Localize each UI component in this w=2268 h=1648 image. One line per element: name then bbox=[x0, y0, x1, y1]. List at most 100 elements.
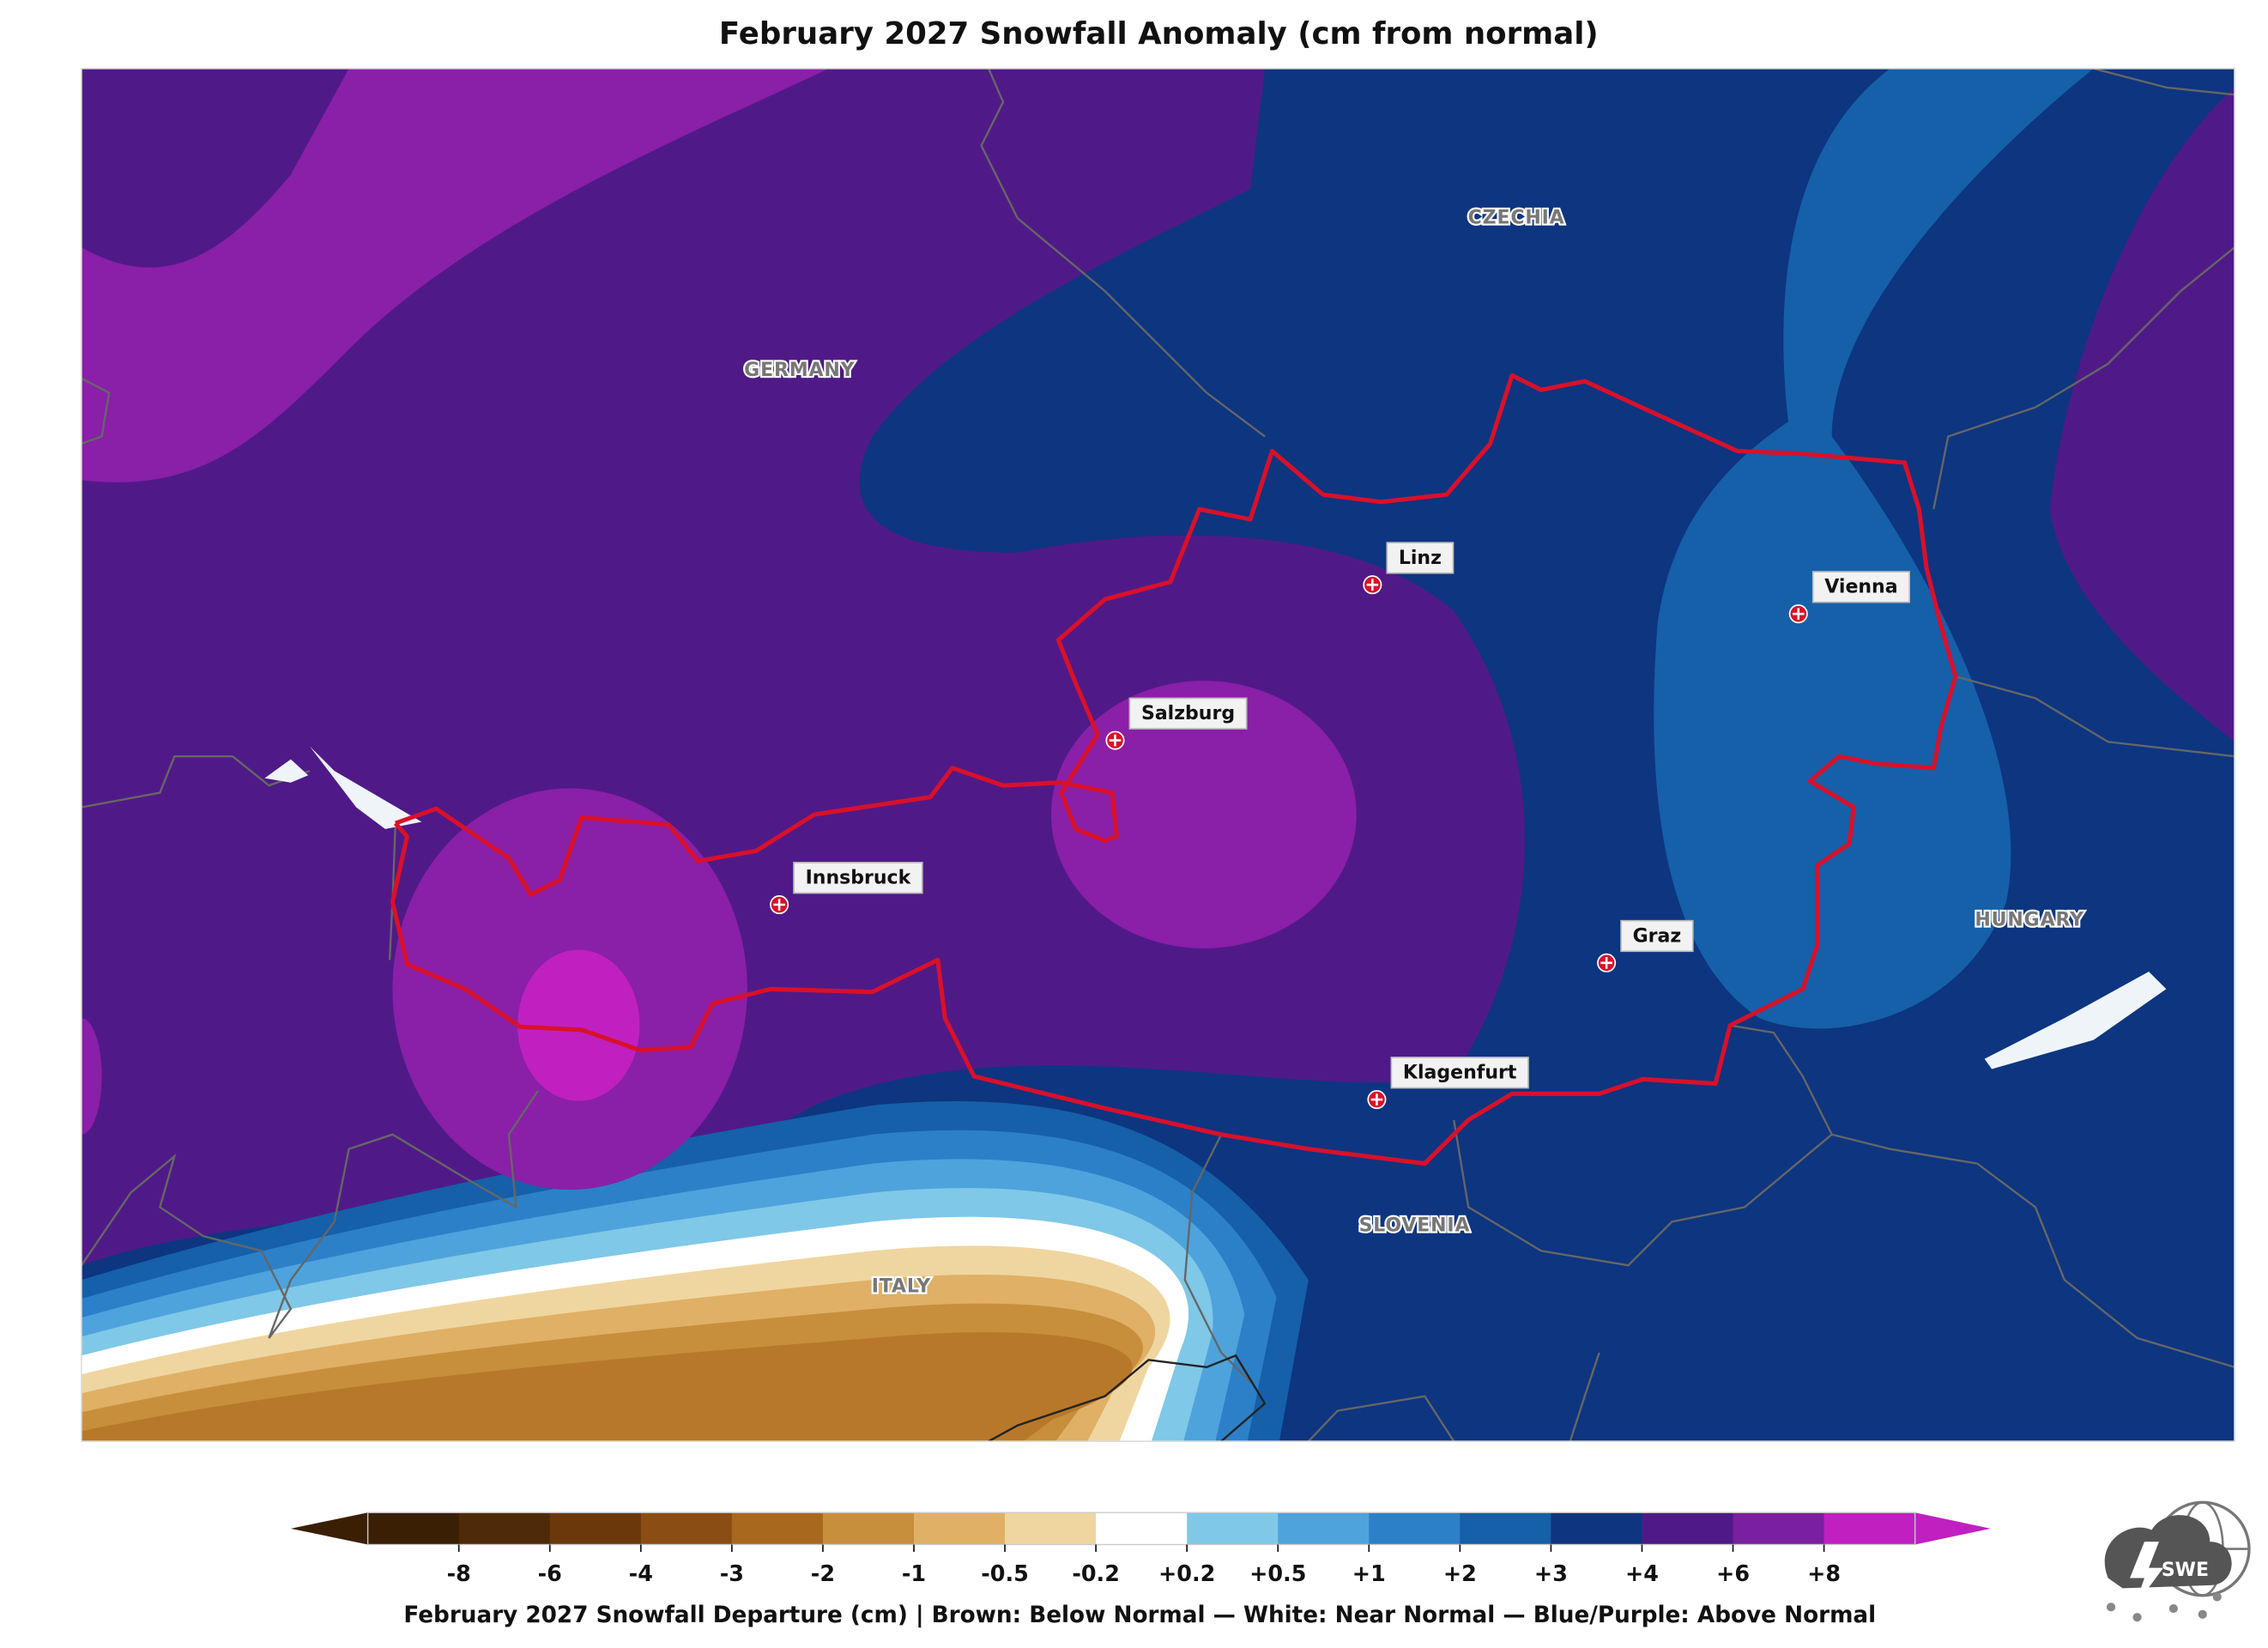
colorbar-tick-label: +0.2 bbox=[1158, 1560, 1215, 1586]
city-label-box bbox=[1390, 1057, 1529, 1089]
colorbar-extend bbox=[1914, 1512, 1991, 1545]
city-label: Salzburg bbox=[1141, 703, 1235, 724]
city-cross bbox=[773, 899, 785, 911]
city-label: Graz bbox=[1633, 925, 1682, 947]
border-line bbox=[1569, 1352, 1600, 1442]
colorbar-tick-label: -1 bbox=[902, 1560, 926, 1586]
border-line bbox=[2093, 68, 2235, 96]
city-label-box bbox=[1811, 571, 1911, 603]
colorbar-swatch bbox=[1551, 1512, 1643, 1545]
colorbar-tick-label: -2 bbox=[811, 1560, 835, 1586]
coastline bbox=[988, 1354, 1267, 1442]
flake bbox=[2132, 1613, 2142, 1622]
colorbar-tick-label: -4 bbox=[629, 1560, 653, 1586]
anomaly-contour bbox=[81, 68, 2235, 1442]
border-line bbox=[1955, 675, 2235, 758]
colorbar-tick-label: -0.2 bbox=[1072, 1560, 1120, 1586]
flake bbox=[2198, 1609, 2207, 1619]
border-line bbox=[1307, 1395, 1455, 1442]
logo-bolt bbox=[2130, 1542, 2164, 1608]
anomaly-contour bbox=[81, 1018, 102, 1135]
anomaly-contour bbox=[1050, 681, 1357, 948]
city-cross bbox=[1792, 608, 1805, 620]
colorbar-tick-label: +1 bbox=[1352, 1560, 1386, 1586]
anomaly-contour bbox=[81, 68, 829, 482]
colorbar-swatch bbox=[1096, 1512, 1188, 1545]
border-line bbox=[1453, 1119, 1833, 1267]
country-label: GERMANY bbox=[744, 360, 856, 381]
colorbar-swatch bbox=[1278, 1512, 1370, 1545]
flake bbox=[2106, 1603, 2116, 1612]
colorbar-tick-label: +3 bbox=[1534, 1560, 1568, 1586]
lake bbox=[309, 746, 422, 829]
austria-border bbox=[390, 373, 1958, 1166]
border-line bbox=[81, 1090, 539, 1339]
border-line bbox=[1183, 1134, 1251, 1383]
colorbar-swatch bbox=[1733, 1512, 1825, 1545]
colorbar-swatch bbox=[549, 1512, 642, 1545]
city-cross bbox=[1600, 957, 1612, 969]
colorbar-tick-label: -0.5 bbox=[981, 1560, 1029, 1586]
city-label: Linz bbox=[1399, 548, 1442, 569]
country-label: HUNGARY bbox=[1975, 910, 2084, 931]
city-cross bbox=[1109, 734, 1122, 747]
logo-text: SWE bbox=[2162, 1560, 2209, 1581]
colorbar-swatch bbox=[640, 1512, 733, 1545]
anomaly-contour bbox=[517, 949, 640, 1101]
colorbar-swatch bbox=[1187, 1512, 1279, 1545]
flake bbox=[2212, 1592, 2222, 1602]
country-label: CZECHIA bbox=[1468, 207, 1565, 228]
colorbar-swatch bbox=[1823, 1512, 1916, 1545]
logo-flakes bbox=[2106, 1592, 2222, 1622]
colorbar-swatch bbox=[1460, 1512, 1552, 1545]
city-label: Vienna bbox=[1824, 577, 1897, 598]
city-label: Innsbruck bbox=[806, 868, 912, 889]
logo: SWE bbox=[2104, 1500, 2251, 1622]
city-label: Klagenfurt bbox=[1403, 1063, 1517, 1084]
city-label-box bbox=[793, 862, 923, 894]
colorbar-tick-label: +2 bbox=[1443, 1560, 1477, 1586]
colorbar-tick-label: -3 bbox=[720, 1560, 744, 1586]
country-label: ITALY bbox=[872, 1276, 932, 1298]
colorbar-tick-label: +8 bbox=[1807, 1560, 1841, 1586]
colorbar-swatch bbox=[367, 1512, 460, 1545]
colorbar-tick-label: -6 bbox=[538, 1560, 562, 1586]
colorbar-swatch bbox=[1005, 1512, 1097, 1545]
colorbar-swatch bbox=[1369, 1512, 1461, 1545]
colorbar: -8 -6 -4 -3 -2 -1 -0.5 -0.2 +0.2 +0.5 +1 +2 +3 +4 +6 +8 bbox=[290, 1512, 1991, 1586]
colorbar-swatch bbox=[458, 1512, 551, 1545]
colorbar-tick-label: +6 bbox=[1716, 1560, 1750, 1586]
colorbar-swatch bbox=[913, 1512, 1006, 1545]
border-line bbox=[81, 755, 311, 809]
borders bbox=[81, 68, 2235, 1442]
map-area: CZECHIA GERMANY HUNGARY SLOVENIA ITALY Linz V… bbox=[81, 68, 2235, 1442]
colorbar-tick-label: +0.5 bbox=[1249, 1560, 1306, 1586]
anomaly-contour bbox=[2049, 87, 2235, 742]
city-label-box bbox=[1128, 697, 1248, 730]
anomaly-band bbox=[81, 1332, 1133, 1442]
border-line bbox=[81, 377, 111, 445]
colorbar-swatch bbox=[731, 1512, 824, 1545]
colorbar-extend bbox=[290, 1512, 368, 1545]
lake bbox=[1984, 971, 2167, 1069]
border-line bbox=[1729, 1024, 2235, 1368]
colorbar-swatch bbox=[822, 1512, 915, 1545]
anomaly-contour bbox=[1654, 68, 2094, 1029]
country-label: SLOVENIA bbox=[1359, 1215, 1471, 1236]
city-cross bbox=[1366, 579, 1379, 591]
city-label-box bbox=[1386, 542, 1455, 574]
map-title: February 2027 Snowfall Anomaly (cm from … bbox=[719, 16, 1599, 52]
map-frame bbox=[81, 67, 2235, 1443]
colorbar-swatch bbox=[1642, 1512, 1734, 1545]
city-cross bbox=[1370, 1094, 1383, 1106]
border-line bbox=[1932, 246, 2235, 510]
city-label-box bbox=[1620, 919, 1694, 953]
colorbar-tick-label: +4 bbox=[1625, 1560, 1659, 1586]
colorbar-caption: February 2027 Snowfall Departure (cm) | … bbox=[403, 1603, 1876, 1628]
lake bbox=[264, 759, 309, 783]
colorbar-tick-label: -8 bbox=[447, 1560, 471, 1586]
colorbar-outline bbox=[366, 1512, 1916, 1546]
southern-bands bbox=[81, 1101, 1309, 1442]
